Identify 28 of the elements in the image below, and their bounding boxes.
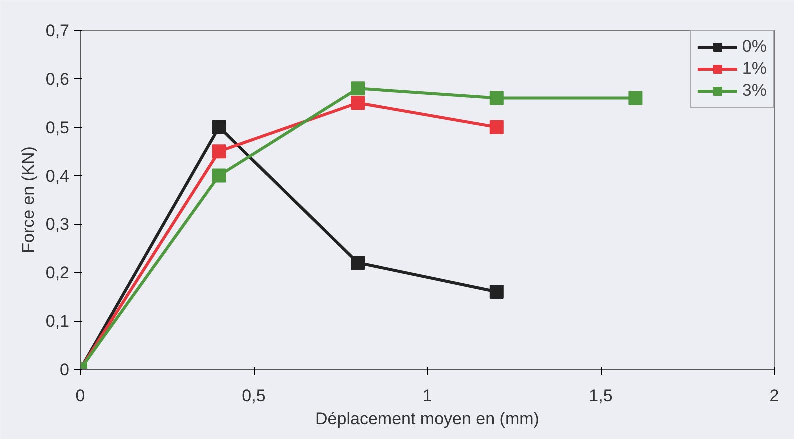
- y-tick-label: 0,7: [46, 22, 70, 40]
- y-tick-label: 0,5: [46, 118, 70, 138]
- y-tick-label: 0,1: [46, 312, 70, 332]
- y-tick-label: 0,4: [46, 166, 70, 186]
- y-tick-label: 0: [60, 360, 70, 380]
- x-axis-title: Déplacement moyen en (mm): [316, 410, 540, 428]
- point: [351, 82, 366, 96]
- x-tick-label: 0: [76, 386, 86, 406]
- y-tick-label: 0,2: [46, 264, 70, 283]
- point: [490, 120, 504, 134]
- x-tick-label: 2: [770, 386, 780, 406]
- point: [212, 120, 226, 134]
- legend-label: 3%: [742, 81, 767, 101]
- y-tick-label: 0,3: [46, 215, 70, 234]
- x-tick-label: 1: [422, 386, 432, 406]
- point: [490, 285, 504, 300]
- point: [628, 91, 643, 106]
- x-tick-label: 1,5: [589, 386, 613, 406]
- point: [490, 91, 504, 106]
- point: [212, 168, 226, 183]
- legend-label: 1%: [742, 59, 767, 79]
- point: [212, 144, 226, 159]
- legend-label: 0%: [742, 37, 767, 57]
- y-tick-label: 0,6: [46, 70, 70, 89]
- point: [351, 96, 366, 110]
- y-axis-title: Force en (KN): [18, 146, 38, 254]
- x-tick-label: 0,5: [242, 386, 266, 406]
- point: [351, 256, 366, 270]
